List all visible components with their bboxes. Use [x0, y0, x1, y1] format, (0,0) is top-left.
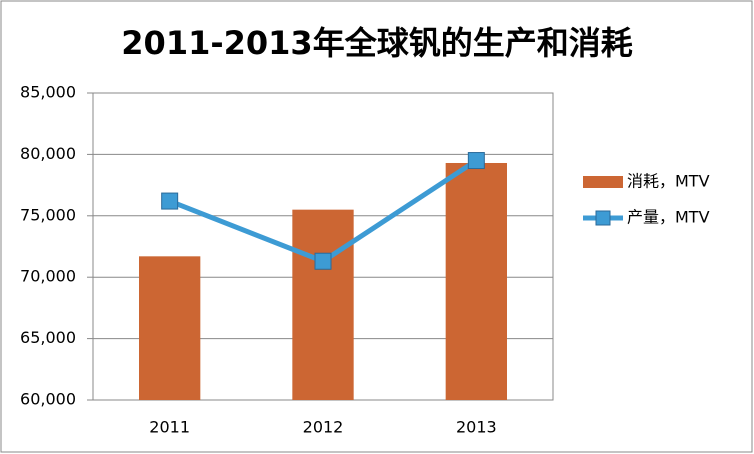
x-tick-label: 2011 [149, 418, 190, 437]
legend-label: 消耗，MTV [627, 172, 710, 191]
y-tick-label: 60,000 [20, 390, 76, 409]
y-tick-label: 70,000 [20, 267, 76, 286]
legend-marker [595, 210, 611, 226]
legend-label: 产量，MTV [627, 208, 710, 227]
chart-title: 2011-2013年全球钒的生产和消耗 [121, 24, 632, 62]
legend-swatch [583, 176, 623, 188]
y-tick-label: 65,000 [20, 328, 76, 347]
x-tick-label: 2013 [456, 418, 497, 437]
line-marker [314, 252, 332, 270]
y-tick-label: 75,000 [20, 205, 76, 224]
y-tick-label: 85,000 [20, 83, 76, 102]
line-marker [467, 152, 485, 170]
bar [445, 162, 507, 400]
bar [292, 209, 354, 400]
x-tick-label: 2012 [303, 418, 344, 437]
y-tick-label: 80,000 [20, 144, 76, 163]
bar [139, 256, 201, 400]
line-marker [161, 192, 179, 210]
